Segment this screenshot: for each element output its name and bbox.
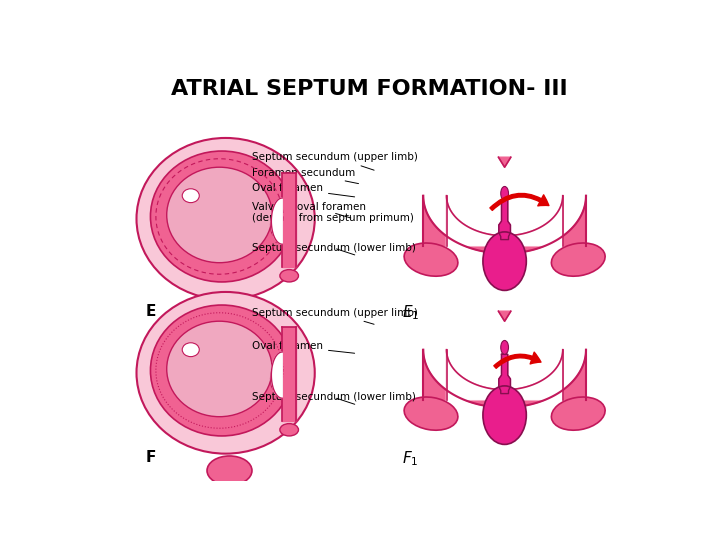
Text: Foramen secundum: Foramen secundum xyxy=(252,167,359,184)
Ellipse shape xyxy=(280,423,299,436)
Text: $E_1$: $E_1$ xyxy=(402,303,419,322)
Ellipse shape xyxy=(167,321,272,417)
Polygon shape xyxy=(423,195,586,253)
Polygon shape xyxy=(498,311,510,321)
Ellipse shape xyxy=(552,243,605,276)
Ellipse shape xyxy=(182,343,199,356)
Text: Septum secundum (lower limb): Septum secundum (lower limb) xyxy=(252,243,416,255)
Ellipse shape xyxy=(500,186,508,200)
Polygon shape xyxy=(271,198,282,244)
Ellipse shape xyxy=(483,386,526,444)
Ellipse shape xyxy=(404,243,458,276)
Text: Valve of oval foramen
(derived from septum primum): Valve of oval foramen (derived from sept… xyxy=(252,202,414,224)
Ellipse shape xyxy=(207,456,252,485)
Text: E: E xyxy=(145,303,156,319)
Ellipse shape xyxy=(150,151,293,282)
FancyArrowPatch shape xyxy=(490,193,549,211)
Text: ATRIAL SEPTUM FORMATION- III: ATRIAL SEPTUM FORMATION- III xyxy=(171,79,567,99)
Ellipse shape xyxy=(167,167,272,262)
Ellipse shape xyxy=(150,305,293,436)
Ellipse shape xyxy=(271,209,282,236)
Text: Oval foramen: Oval foramen xyxy=(252,183,355,197)
Ellipse shape xyxy=(207,302,252,331)
Text: Septum secundum (lower limb): Septum secundum (lower limb) xyxy=(252,393,416,404)
Polygon shape xyxy=(499,354,510,394)
Polygon shape xyxy=(499,200,510,240)
Ellipse shape xyxy=(137,292,315,454)
Polygon shape xyxy=(446,195,563,246)
Ellipse shape xyxy=(404,397,458,430)
Ellipse shape xyxy=(483,232,526,291)
Polygon shape xyxy=(271,352,282,398)
Ellipse shape xyxy=(182,189,199,202)
Ellipse shape xyxy=(271,363,282,390)
Text: $F_1$: $F_1$ xyxy=(402,450,418,469)
Ellipse shape xyxy=(137,138,315,300)
Ellipse shape xyxy=(500,340,508,354)
Polygon shape xyxy=(446,350,563,400)
Polygon shape xyxy=(423,350,586,408)
Polygon shape xyxy=(498,157,510,167)
Text: Septum secundum (upper limb): Septum secundum (upper limb) xyxy=(252,152,418,170)
Text: F: F xyxy=(145,450,156,465)
Polygon shape xyxy=(282,173,296,267)
Ellipse shape xyxy=(280,269,299,282)
FancyArrowPatch shape xyxy=(494,352,541,368)
Text: Oval foramen: Oval foramen xyxy=(252,341,355,353)
Ellipse shape xyxy=(552,397,605,430)
Polygon shape xyxy=(282,327,296,421)
Text: Septum secundum (upper limb): Septum secundum (upper limb) xyxy=(252,308,418,325)
